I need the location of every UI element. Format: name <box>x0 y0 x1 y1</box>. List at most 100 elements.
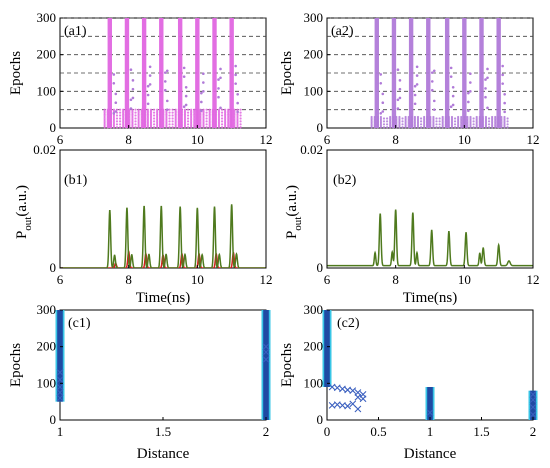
a2-band-dot <box>487 123 491 126</box>
c2-column-core <box>324 310 330 387</box>
a2-side-dot <box>413 102 417 106</box>
a1-band-dot <box>118 123 122 126</box>
a2-band-dot <box>385 126 389 129</box>
a1-band-dot <box>134 111 137 114</box>
panel-b2-ylabel-sub: out <box>292 217 304 231</box>
a2-side-dot <box>430 71 434 74</box>
panel-c1-label: (c1) <box>68 316 91 331</box>
panel-a2-ticks: 0 100 200 300 6 8 10 12 <box>304 10 540 147</box>
a1-band-dot <box>168 114 171 117</box>
a1-side-dot <box>131 96 135 100</box>
a1-band-dot <box>224 108 227 111</box>
a1-side-dot <box>219 67 222 71</box>
a1-band-dot <box>168 126 171 129</box>
a2-side-dot <box>469 81 472 84</box>
a2-band-dot <box>487 126 491 129</box>
a1-side-dot <box>165 69 169 73</box>
a2-band-dot <box>385 123 389 126</box>
panel-c2-ticks: 0 100 200 300 0 0.5 1 1.5 2 <box>304 302 537 439</box>
a1-side-dot <box>146 93 150 97</box>
a1-band-dot <box>152 114 156 117</box>
a1-band-dot <box>152 108 156 111</box>
b2-xtick-label: 12 <box>527 272 540 287</box>
c1-column-cross <box>262 356 270 363</box>
c1-column-cross <box>262 348 270 356</box>
a2-band-dot <box>438 120 441 123</box>
c2-column-core <box>427 387 433 420</box>
c1-column-cross <box>56 376 64 384</box>
a2-band-dot <box>382 120 386 123</box>
a2-band-dot <box>472 123 475 126</box>
panel-b1-marks <box>60 204 266 268</box>
a1-band-dot <box>118 114 122 117</box>
a1-side-dot <box>182 66 186 70</box>
a2-side-dot <box>381 110 385 113</box>
panel-c2: (c2) 0 100 200 300 0 0.5 1 1.5 2 Epochs Distance <box>279 302 538 462</box>
a2-side-dot <box>467 100 470 104</box>
a2-band-dot <box>487 117 491 120</box>
a1-band-dot <box>118 111 122 114</box>
a2-side-dot <box>449 105 453 109</box>
a1-band-dot <box>171 117 174 120</box>
a2-band-dot <box>389 115 392 119</box>
a1-side-dot <box>184 103 188 107</box>
a2-pulse-column <box>408 18 414 128</box>
a1-band-dot <box>220 123 224 126</box>
a1-pulse-column <box>177 18 183 128</box>
a1-band-dot <box>152 111 156 114</box>
a2-side-dot <box>379 81 383 85</box>
a1-band-dot <box>174 108 177 111</box>
a2-side-dot <box>432 69 436 73</box>
a1-side-dot <box>202 81 205 84</box>
a2-band-dot <box>416 115 420 119</box>
a2-ytick-label: 0 <box>317 120 324 135</box>
panel-c1: (c1) 0 100 200 300 1 1.5 2 Epochs Distance <box>8 302 271 462</box>
c1-column-core <box>57 310 63 402</box>
a2-band-dot <box>432 115 435 119</box>
a2-side-dot <box>501 82 504 85</box>
b2-series-olive-line <box>327 209 533 267</box>
a2-side-dot <box>501 64 504 68</box>
panel-a2: (a2) 0 100 200 300 6 8 10 12 Epochs <box>279 10 540 147</box>
panel-b1-ylabel-unit: (a.u.) <box>14 185 30 217</box>
c2-scatter-cross <box>339 385 346 393</box>
a1-band-dot <box>171 123 174 126</box>
a2-band-dot <box>472 120 475 123</box>
a2-side-dot <box>467 91 470 95</box>
c2-column-cross <box>529 390 537 398</box>
a2-band-dot <box>401 123 404 126</box>
a1-band-dot <box>152 123 156 126</box>
a2-band-dot <box>435 126 438 129</box>
a1-side-dot <box>146 84 150 88</box>
a1-side-dot <box>131 79 135 82</box>
c1-ytick-label: 200 <box>37 339 57 354</box>
a1-band-dot <box>134 120 137 123</box>
a2-side-dot <box>501 73 504 77</box>
panel-a1-marks <box>103 18 242 129</box>
a2-band-dot <box>453 120 457 123</box>
c2-xtick-label: 0.5 <box>370 424 386 439</box>
panel-b2-ylabel-unit: (a.u.) <box>284 185 300 217</box>
a1-band-dot <box>205 117 208 120</box>
a1-side-dot <box>202 90 205 93</box>
a1-band-dot <box>118 108 122 111</box>
a1-ytick-label: 200 <box>37 47 57 62</box>
b1-xtick-label: 10 <box>191 272 204 287</box>
panel-b1-frame <box>59 149 267 269</box>
a1-side-dot <box>217 87 220 90</box>
a1-band-dot <box>220 126 224 129</box>
a1-band-dot <box>118 117 122 120</box>
c1-column-cross <box>56 368 64 376</box>
a2-band-dot <box>469 115 472 119</box>
c2-xtick-label: 1.5 <box>473 424 489 439</box>
a2-band-dot <box>413 115 416 119</box>
a2-xtick-label: 8 <box>392 132 399 147</box>
a1-band-dot <box>227 108 230 111</box>
a2-side-dot <box>451 103 455 107</box>
a1-band-dot <box>149 108 153 111</box>
a1-band-dot <box>115 123 119 126</box>
a2-side-dot <box>381 101 385 104</box>
panel-b1-xlabel: Time(ns) <box>136 290 190 306</box>
a2-side-dot <box>469 90 472 93</box>
